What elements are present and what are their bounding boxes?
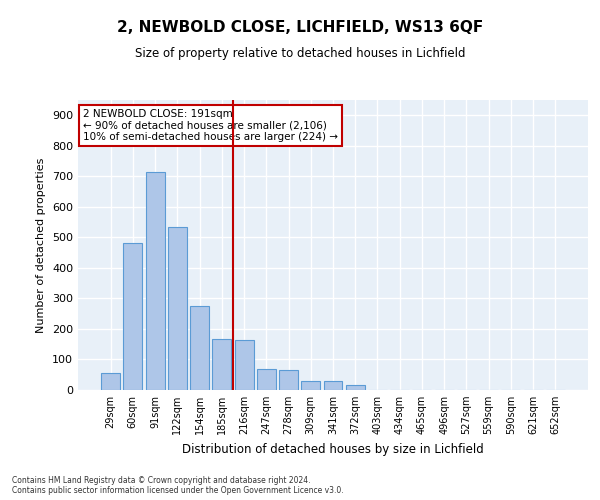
Bar [168,226,187,390]
Bar [323,381,343,390]
Bar [279,370,298,390]
Bar [124,244,142,390]
Text: Size of property relative to detached houses in Lichfield: Size of property relative to detached ho… [135,48,465,60]
Bar [101,373,120,390]
Bar [301,381,320,390]
Bar [257,368,276,390]
X-axis label: Distribution of detached houses by size in Lichfield: Distribution of detached houses by size … [182,442,484,456]
Bar [346,386,365,390]
Text: 2 NEWBOLD CLOSE: 191sqm
← 90% of detached houses are smaller (2,106)
10% of semi: 2 NEWBOLD CLOSE: 191sqm ← 90% of detache… [83,108,338,142]
Bar [190,306,209,390]
Y-axis label: Number of detached properties: Number of detached properties [37,158,46,332]
Text: 2, NEWBOLD CLOSE, LICHFIELD, WS13 6QF: 2, NEWBOLD CLOSE, LICHFIELD, WS13 6QF [117,20,483,35]
Bar [235,340,254,390]
Text: Contains HM Land Registry data © Crown copyright and database right 2024.
Contai: Contains HM Land Registry data © Crown c… [12,476,344,495]
Bar [146,172,164,390]
Bar [212,338,231,390]
